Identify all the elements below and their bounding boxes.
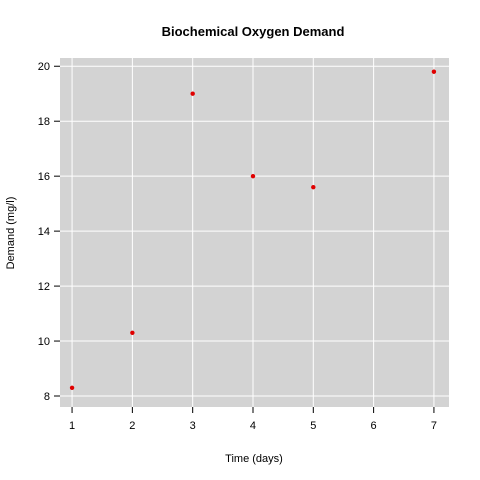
- data-point: [311, 184, 316, 190]
- data-point: [190, 91, 195, 96]
- x-tick-label: 5: [310, 420, 316, 432]
- x-tick-label: 6: [371, 420, 377, 432]
- y-axis: 8 10 12 14 16 18 20: [38, 61, 60, 403]
- y-tick-label: 20: [38, 61, 50, 73]
- x-tick-label: 1: [69, 420, 75, 432]
- x-tick-label: 3: [190, 420, 196, 432]
- y-tick-label: 8: [44, 391, 50, 403]
- y-tick-label: 16: [38, 171, 50, 183]
- y-tick-label: 10: [38, 336, 50, 348]
- y-tick-label: 12: [38, 281, 50, 293]
- data-point: [69, 385, 75, 390]
- data-point: [431, 69, 437, 74]
- data-point: [250, 173, 256, 179]
- data-point: [130, 330, 135, 336]
- y-tick-label: 18: [38, 116, 50, 128]
- data-points: [69, 69, 437, 390]
- x-tick-label: 2: [129, 420, 135, 432]
- chart-title: Biochemical Oxygen Demand: [162, 24, 345, 39]
- plot-area: [60, 58, 449, 407]
- y-axis-label: Demand (mg/l): [5, 197, 17, 270]
- x-tick-label: 7: [431, 420, 437, 432]
- x-tick-label: 4: [250, 420, 256, 432]
- y-tick-label: 14: [38, 226, 50, 238]
- x-axis: 1 2 3 4 5 6 7: [69, 407, 437, 432]
- gridlines: [60, 58, 449, 407]
- x-axis-label: Time (days): [225, 453, 283, 465]
